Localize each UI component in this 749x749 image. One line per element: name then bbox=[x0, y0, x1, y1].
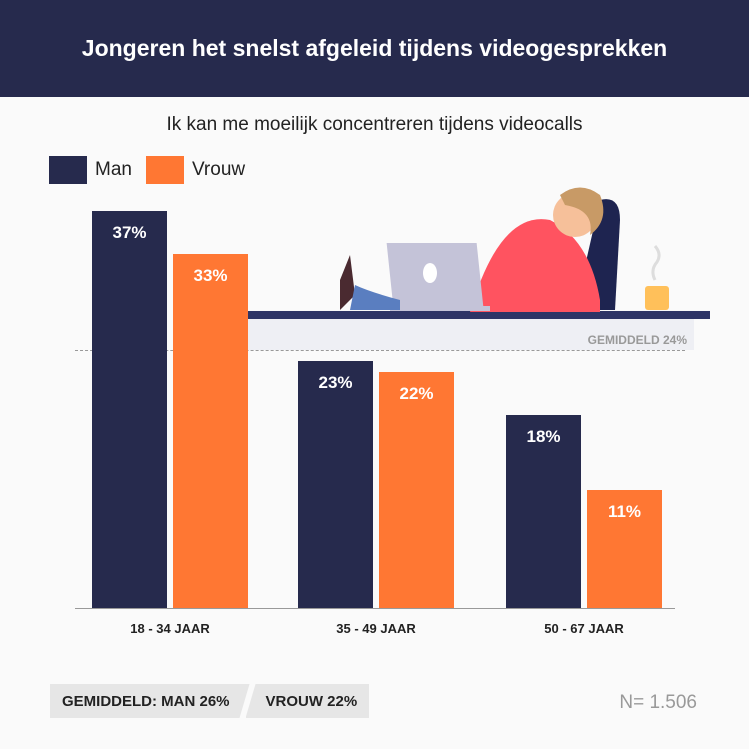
page-title: Jongeren het snelst afgeleid tijdens vid… bbox=[0, 0, 749, 97]
legend-swatch-man bbox=[49, 156, 87, 184]
average-label: GEMIDDELD 24% bbox=[587, 333, 687, 348]
x-axis bbox=[75, 608, 675, 609]
legend-swatch-vrouw bbox=[145, 156, 184, 184]
bar-vrouw-1: 22% bbox=[379, 371, 454, 608]
average-vrouw: VROUW 22% bbox=[245, 684, 370, 718]
category-label: 18 - 34 JAAR bbox=[130, 621, 210, 636]
bar-man-2: 18% bbox=[506, 414, 581, 608]
category-label: 50 - 67 JAAR bbox=[544, 621, 624, 636]
legend-label-vrouw: Vrouw bbox=[191, 159, 246, 180]
bar-man-0: 37% bbox=[92, 211, 167, 608]
legend: Man Vrouw bbox=[49, 156, 245, 184]
chart-subtitle: Ik kan me moeilijk concentreren tijdens … bbox=[166, 114, 583, 135]
relaxing-person-illustration bbox=[340, 187, 669, 312]
average-summary: GEMIDDELD: MAN 26% VROUW 22% bbox=[50, 684, 370, 718]
legend-label-man: Man bbox=[95, 159, 132, 180]
sample-size: N= 1.506 bbox=[619, 692, 697, 713]
average-line bbox=[75, 350, 685, 352]
average-band bbox=[248, 316, 694, 351]
bar-vrouw-0: 33% bbox=[173, 253, 248, 608]
category-label: 35 - 49 JAAR bbox=[336, 621, 416, 636]
bar-man-1: 23% bbox=[298, 361, 373, 608]
desk-illustration bbox=[248, 311, 710, 319]
average-man: GEMIDDELD: MAN 26% bbox=[50, 684, 250, 718]
bar-vrouw-2: 11% bbox=[587, 489, 662, 608]
